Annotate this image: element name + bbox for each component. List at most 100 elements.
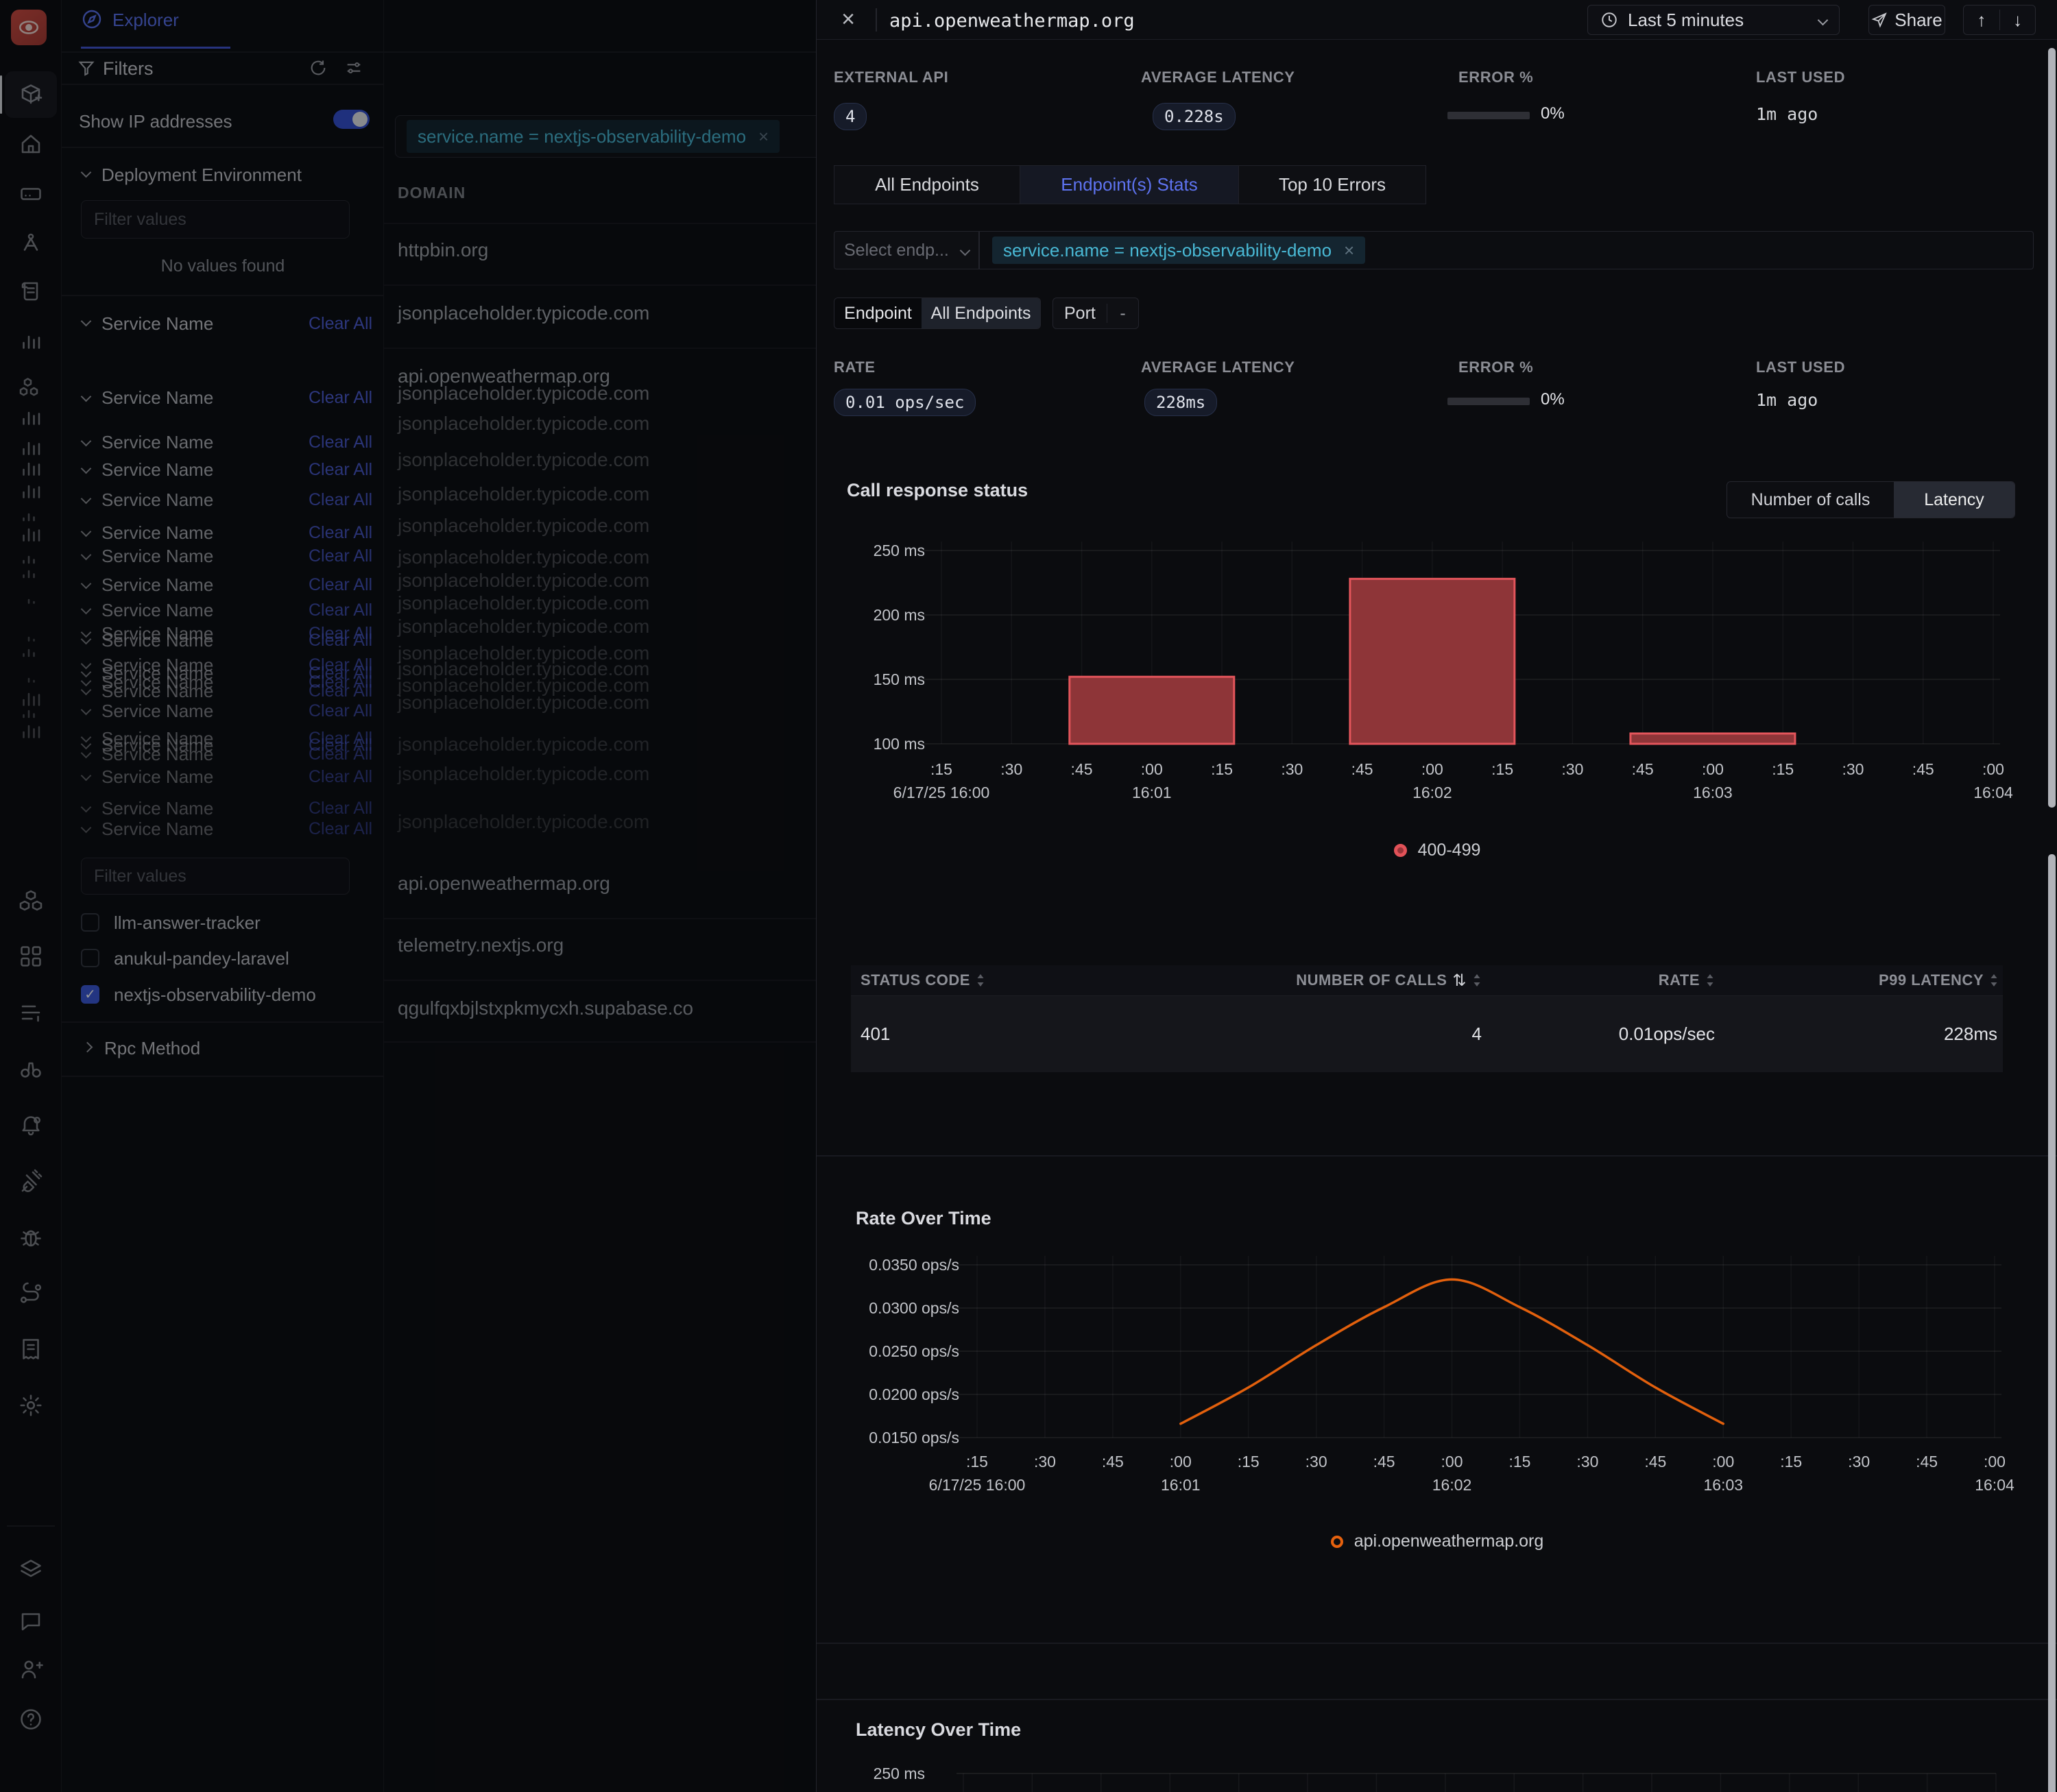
service-name-glitch-row[interactable]: Service Name Clear All — [62, 653, 384, 677]
clear-all-link[interactable]: Clear All — [309, 729, 373, 748]
clear-all-link[interactable]: Clear All — [309, 523, 373, 542]
service-name-glitch-row[interactable]: Service Name Clear All — [62, 817, 384, 840]
domain-row[interactable]: jsonplaceholder.typicode.com — [398, 383, 650, 404]
service-name-glitch-row[interactable]: Service Name Clear All — [62, 458, 384, 481]
clear-all-link[interactable]: Clear All — [309, 631, 373, 650]
domain-row[interactable]: jsonplaceholder.typicode.com — [398, 675, 650, 696]
segment-endpoint[interactable]: Endpoint — [834, 298, 922, 328]
sort-icon[interactable] — [1705, 973, 1715, 988]
checkbox-row-llm-answer-tracker[interactable]: llm-answer-tracker — [62, 910, 384, 937]
service-name-glitch-row[interactable]: Service Name Clear All — [62, 573, 384, 596]
chip-close-icon[interactable]: × — [1344, 239, 1355, 261]
service-name-glitch-row[interactable]: Service Name Clear All — [62, 765, 384, 788]
service-name-glitch-row[interactable]: Service Name Clear All — [62, 488, 384, 511]
domain-row[interactable]: jsonplaceholder.typicode.com — [398, 413, 650, 434]
domain-row[interactable]: qgulfqxbjlstxpkmycxh.supabase.co — [398, 997, 694, 1019]
call-response-status-chart[interactable]: 250 ms 200 ms 150 ms 100 ms:15:30:45:00:15:… — [817, 528, 2057, 871]
service-name-glitch-row[interactable]: Service Name Clear All — [62, 727, 384, 750]
query-search-bar[interactable]: service.name = nextjs-observability-demo… — [395, 115, 816, 158]
checkbox-row-nextjs-observability-demo[interactable]: ✓ nextjs-observability-demo — [62, 982, 384, 1009]
scrollbar-thumb[interactable] — [2048, 854, 2056, 1792]
clear-all-link[interactable]: Clear All — [309, 819, 373, 838]
clear-all-link[interactable]: Clear All — [309, 673, 373, 692]
service-name-glitch-row[interactable]: Service Name Clear All — [62, 431, 384, 454]
clear-all-link[interactable]: Clear All — [309, 460, 373, 479]
down-arrow-button[interactable]: ↓ — [2013, 9, 2023, 30]
endpoint-select[interactable]: Select endp... — [834, 231, 979, 269]
tab-endpoint-stats[interactable]: Endpoint(s) Stats — [1019, 165, 1240, 204]
service-name-glitch-row[interactable]: Service Name Clear All — [62, 544, 384, 568]
checkbox-row-anukul-pandey-laravel[interactable]: anukul-pandey-laravel — [62, 945, 384, 973]
filter-chip[interactable]: service.name = nextjs-observability-demo… — [407, 120, 780, 153]
column-header-p99-latency[interactable]: P99 LATENCY — [1715, 965, 2003, 995]
domain-row[interactable]: jsonplaceholder.typicode.com — [398, 811, 650, 832]
clear-all-link[interactable]: Clear All — [309, 314, 373, 333]
clear-all-link[interactable]: Clear All — [309, 799, 373, 818]
clear-all-link[interactable]: Clear All — [309, 701, 373, 721]
clear-all-link[interactable]: Clear All — [309, 664, 373, 683]
clear-all-link[interactable]: Clear All — [309, 736, 373, 755]
domain-row[interactable]: jsonplaceholder.typicode.com — [398, 592, 650, 614]
modal-dim-overlay[interactable] — [0, 0, 816, 1792]
clear-all-link[interactable]: Clear All — [309, 744, 373, 764]
port-control[interactable]: Port - — [1052, 298, 1139, 329]
service-name-glitch-row[interactable]: Service Name Clear All — [62, 670, 384, 694]
clear-all-link[interactable]: Clear All — [309, 601, 373, 620]
domain-row[interactable]: jsonplaceholder.typicode.com — [398, 763, 650, 784]
service-name-glitch-row[interactable]: Service Name Clear All — [62, 629, 384, 652]
checkbox-checked[interactable]: ✓ — [81, 985, 99, 1004]
signoz-logo-icon[interactable] — [11, 10, 47, 45]
up-arrow-button[interactable]: ↑ — [1977, 9, 1986, 30]
clear-all-link[interactable]: Clear All — [309, 624, 373, 643]
tab-explorer[interactable]: Explorer — [112, 10, 179, 30]
domain-row[interactable]: telemetry.nextjs.org — [398, 934, 564, 956]
domain-row[interactable]: jsonplaceholder.typicode.com — [398, 302, 650, 324]
checkbox-unchecked[interactable] — [81, 949, 99, 967]
section-deployment-environment[interactable]: Deployment Environment — [101, 165, 302, 185]
clear-all-link[interactable]: Clear All — [309, 490, 373, 509]
service-name-glitch-row[interactable]: Service Name Clear All — [62, 797, 384, 820]
domain-row[interactable]: jsonplaceholder.typicode.com — [398, 483, 650, 505]
service-name-glitch-row[interactable]: Service Name Clear All — [62, 521, 384, 544]
section-service-name[interactable]: Service Name — [101, 313, 214, 334]
service-name-glitch-row[interactable]: Service Name Clear All — [62, 679, 384, 703]
tab-all-endpoints[interactable]: All Endpoints — [834, 165, 1020, 204]
domain-row[interactable]: api.openweathermap.org — [398, 873, 610, 894]
service-name-glitch-row[interactable]: Service Name Clear All — [62, 734, 384, 757]
show-ip-toggle[interactable] — [333, 110, 370, 129]
domain-row[interactable]: jsonplaceholder.typicode.com — [398, 658, 650, 679]
service-name-glitch-row[interactable]: Service Name Clear All — [62, 742, 384, 766]
domain-row[interactable]: jsonplaceholder.typicode.com — [398, 734, 650, 755]
share-button[interactable]: Share — [1868, 5, 1945, 35]
segment-all-endpoints[interactable]: All Endpoints — [922, 298, 1040, 328]
section-rpc-method[interactable]: Rpc Method — [104, 1038, 201, 1058]
bar-chart-legend[interactable]: 400-499 — [817, 840, 2057, 860]
service-name-glitch-row[interactable]: Service Name Clear All — [62, 699, 384, 723]
domain-row[interactable]: jsonplaceholder.typicode.com — [398, 449, 650, 470]
domain-row[interactable]: jsonplaceholder.typicode.com — [398, 692, 650, 713]
filter-chip[interactable]: service.name = nextjs-observability-demo… — [992, 237, 1366, 264]
scrollbar-thumb[interactable] — [2048, 48, 2056, 808]
tab-top-10-errors[interactable]: Top 10 Errors — [1238, 165, 1426, 204]
column-header-status-code[interactable]: STATUS CODE — [851, 965, 1070, 995]
domain-row[interactable]: jsonplaceholder.typicode.com — [398, 616, 650, 637]
domain-row[interactable]: jsonplaceholder.typicode.com — [398, 642, 650, 664]
clear-all-link[interactable]: Clear All — [309, 575, 373, 594]
service-name-glitch-row[interactable]: Service Name Clear All — [62, 386, 384, 409]
rate-over-time-chart[interactable]: 0.0350 ops/s 0.0300 ops/s 0.0250 ops/s 0.02… — [817, 1227, 2057, 1496]
toggle-number-of-calls[interactable]: Number of calls — [1751, 489, 1870, 509]
checkbox-unchecked[interactable] — [81, 913, 99, 932]
domain-row[interactable]: jsonplaceholder.typicode.com — [398, 546, 650, 568]
endpoint-filter-input[interactable]: service.name = nextjs-observability-demo… — [979, 231, 2034, 269]
service-name-glitch-row[interactable]: Service Name Clear All — [62, 598, 384, 622]
service-name-filter-input[interactable] — [81, 858, 350, 895]
service-name-glitch-row[interactable]: Service Name Clear All — [62, 662, 384, 685]
clear-all-link[interactable]: Clear All — [309, 388, 373, 407]
line-chart-legend[interactable]: api.openweathermap.org — [817, 1531, 2057, 1551]
column-header-number-of-calls[interactable]: NUMBER OF CALLS ⇅ — [1070, 965, 1482, 995]
clear-all-link[interactable]: Clear All — [309, 767, 373, 786]
sort-icon[interactable] — [1472, 973, 1482, 988]
chip-close-icon[interactable]: × — [758, 125, 769, 147]
clear-all-link[interactable]: Clear All — [309, 546, 373, 566]
clear-all-link[interactable]: Clear All — [309, 655, 373, 675]
